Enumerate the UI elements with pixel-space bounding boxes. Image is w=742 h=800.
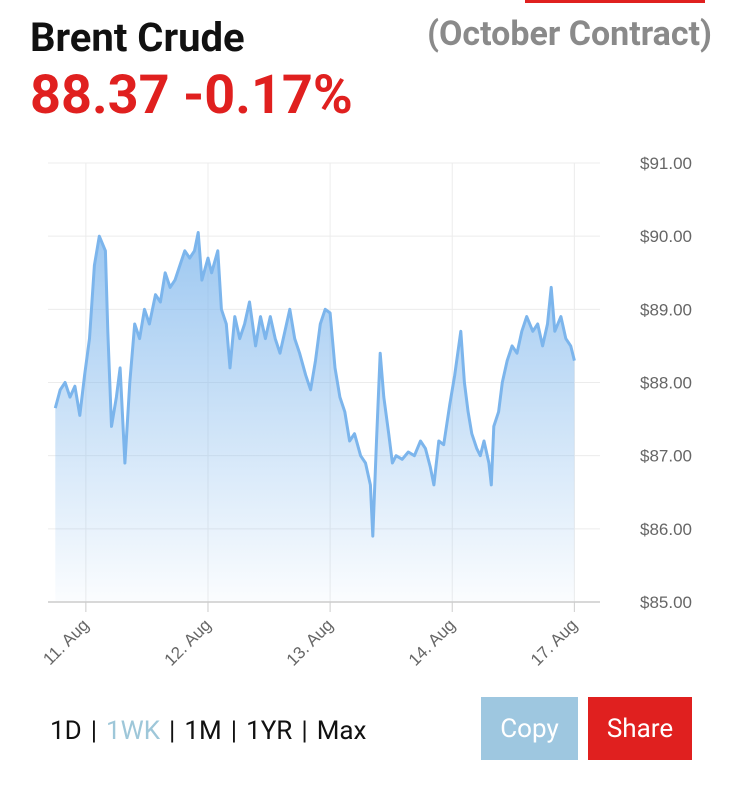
y-tick-label: $85.00: [640, 593, 692, 612]
y-tick-label: $89.00: [640, 300, 692, 319]
range-option[interactable]: 1M: [184, 716, 222, 746]
share-button[interactable]: Share: [588, 697, 692, 760]
separator: |: [301, 716, 308, 746]
range-option[interactable]: 1D: [50, 716, 82, 746]
contract: (October Contract): [427, 14, 712, 54]
y-tick-label: $90.00: [640, 227, 692, 246]
y-tick-label: $87.00: [640, 447, 692, 466]
copy-button[interactable]: Copy: [481, 697, 578, 760]
separator: |: [90, 716, 98, 746]
area: [55, 232, 575, 602]
separator: |: [169, 716, 176, 746]
x-tick-label: 11. Aug: [39, 615, 92, 668]
range-option[interactable]: 1WK: [106, 716, 161, 746]
y-tick-label: $86.00: [640, 520, 692, 539]
change: -0.17%: [183, 64, 353, 127]
range-option[interactable]: Max: [316, 716, 367, 746]
range-option[interactable]: 1YR: [246, 716, 293, 746]
price: 88.37: [30, 64, 170, 127]
x-tick-label: 17. Aug: [527, 615, 581, 669]
line: [53, 231, 576, 538]
y-tick-label: $88.00: [640, 374, 692, 393]
x-tick-label: 14. Aug: [405, 615, 459, 669]
x-tick-label: 12. Aug: [161, 615, 215, 669]
title: Brent Crude: [30, 14, 245, 61]
separator: |: [230, 716, 238, 746]
x-tick-label: 13. Aug: [283, 615, 337, 669]
price-line: 88.37 -0.17%: [30, 64, 353, 127]
y-tick-label: $91.00: [640, 154, 692, 173]
range-selector: 1D | 1WK | 1M | 1YR | Max: [50, 716, 366, 746]
top-bar: [525, 0, 705, 3]
chart: $85.00 $86.00 $87.00 $88.00 $89.00 $90.00 $91.…: [39, 154, 692, 670]
